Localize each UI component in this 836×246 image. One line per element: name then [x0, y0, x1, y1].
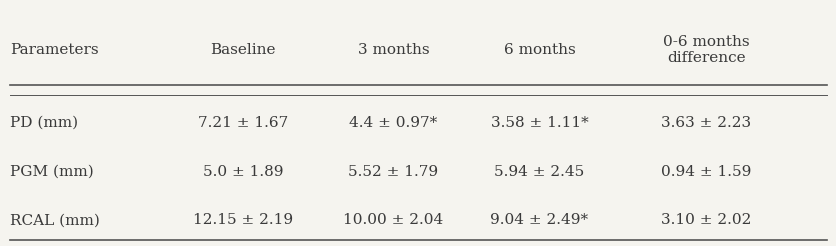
Text: 0-6 months
difference: 0-6 months difference [662, 35, 749, 65]
Text: 3.10 ± 2.02: 3.10 ± 2.02 [660, 213, 751, 227]
Text: 3 months: 3 months [357, 43, 429, 57]
Text: 7.21 ± 1.67: 7.21 ± 1.67 [198, 116, 288, 130]
Text: 12.15 ± 2.19: 12.15 ± 2.19 [193, 213, 293, 227]
Text: 0.94 ± 1.59: 0.94 ± 1.59 [660, 165, 751, 179]
Text: 3.63 ± 2.23: 3.63 ± 2.23 [660, 116, 751, 130]
Text: PD (mm): PD (mm) [10, 116, 78, 130]
Text: Baseline: Baseline [211, 43, 276, 57]
Text: 3.58 ± 1.11*: 3.58 ± 1.11* [490, 116, 588, 130]
Text: 5.94 ± 2.45: 5.94 ± 2.45 [494, 165, 584, 179]
Text: 9.04 ± 2.49*: 9.04 ± 2.49* [490, 213, 588, 227]
Text: Parameters: Parameters [10, 43, 99, 57]
Text: 5.52 ± 1.79: 5.52 ± 1.79 [348, 165, 438, 179]
Text: 4.4 ± 0.97*: 4.4 ± 0.97* [349, 116, 437, 130]
Text: 6 months: 6 months [503, 43, 574, 57]
Text: 10.00 ± 2.04: 10.00 ± 2.04 [343, 213, 443, 227]
Text: 5.0 ± 1.89: 5.0 ± 1.89 [203, 165, 283, 179]
Text: RCAL (mm): RCAL (mm) [10, 213, 99, 227]
Text: PGM (mm): PGM (mm) [10, 165, 94, 179]
